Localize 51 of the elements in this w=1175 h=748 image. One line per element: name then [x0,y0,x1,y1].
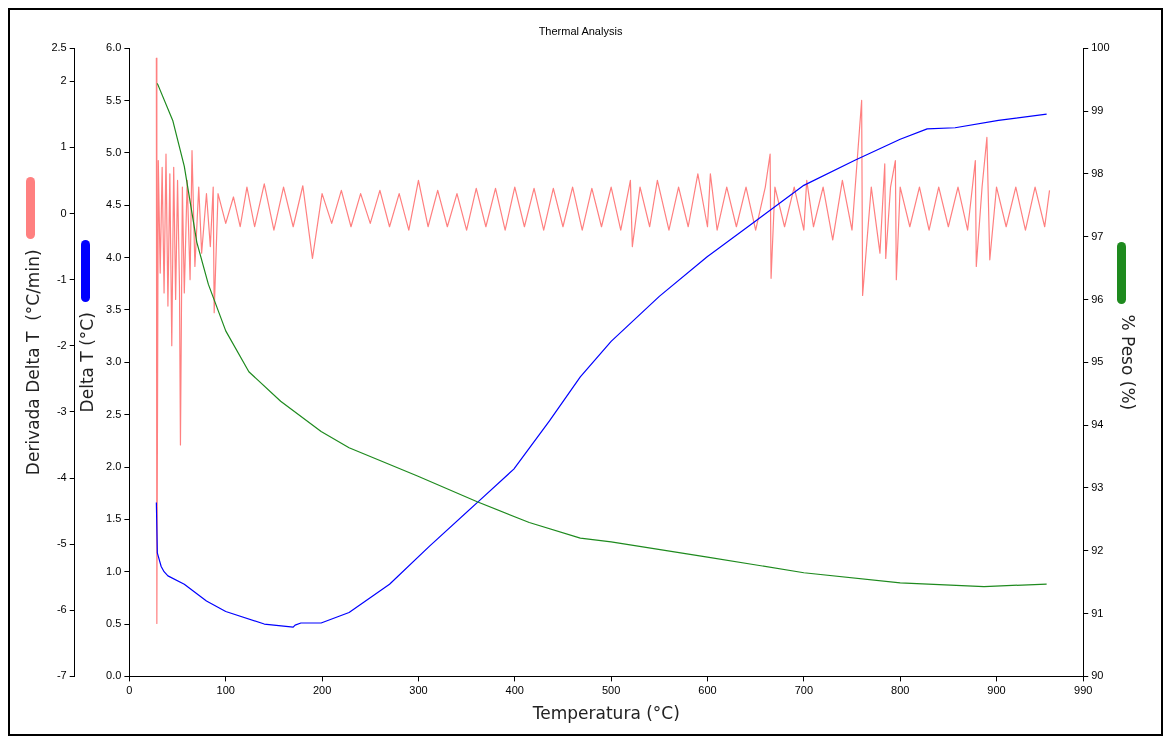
y2-tick-label: 99 [1091,104,1104,117]
x-tick-label: 990 [1074,684,1093,697]
y2-tick-label: 93 [1091,480,1104,493]
y2-tick-label: 91 [1091,606,1104,619]
y-tick-label: 5.5 [106,93,122,106]
y3-tick-label: -4 [56,471,67,484]
y3-tick-label: -3 [56,404,67,417]
y-tick-label: 6.0 [106,41,122,54]
y2-tick-label: 90 [1091,669,1104,682]
y2-tick-label: 100 [1091,41,1110,54]
y-tick-label: 3.5 [106,302,122,315]
y3-tick-label: 0 [60,206,67,219]
x-tick-label: 100 [216,684,235,697]
y-tick-label: 0.5 [106,617,122,630]
x-tick-label: 300 [409,684,428,697]
y3-tick-label: 2 [60,74,67,87]
y-tick-label: 4.0 [106,250,122,263]
y2-axis-title: % Peso (%) [1118,314,1139,411]
y2-tick-label: 98 [1091,166,1104,179]
x-tick-label: 400 [505,684,524,697]
y-tick-label: 4.5 [106,198,122,211]
y-tick-label: 5.0 [106,145,122,158]
y-tick-label: 3.0 [106,355,122,368]
x-tick-label: 0 [126,684,133,697]
y-tick-label: 1.5 [106,512,122,525]
chart-title: Thermal Analysis [538,24,623,37]
y3-tick-label: 1 [60,140,67,153]
y3-tick-label: -1 [56,272,67,285]
y3-tick-label: -7 [56,669,67,682]
x-tick-label: 600 [698,684,717,697]
y2-tick-label: 94 [1091,418,1104,431]
y-tick-label: 1.0 [106,564,122,577]
x-tick-label: 200 [312,684,332,697]
y-tick-label: 2.5 [106,407,122,420]
y-tick-label: 2.0 [106,460,122,473]
y2-tick-label: 96 [1091,292,1104,305]
y-tick-label: 0.0 [106,669,122,682]
y3-tick-label: -2 [56,338,67,351]
y3-tick-label: -6 [56,603,67,616]
y2-tick-label: 95 [1091,355,1104,368]
y2-tick-label: 92 [1091,543,1104,556]
y2-tick-label: 97 [1091,229,1104,242]
y3-tick-label: -5 [56,537,67,550]
x-axis-title: Temperatura (°C) [531,703,680,724]
x-tick-label: 500 [601,684,621,697]
y3-tick-label: 2.5 [51,41,67,54]
y3-axis-title: Derivada Delta T (°C/min) [22,249,43,476]
x-tick-label: 700 [794,684,814,697]
x-tick-label: 800 [891,684,910,697]
y-axis-title: Delta T (°C) [77,312,98,413]
x-tick-label: 900 [987,684,1006,697]
